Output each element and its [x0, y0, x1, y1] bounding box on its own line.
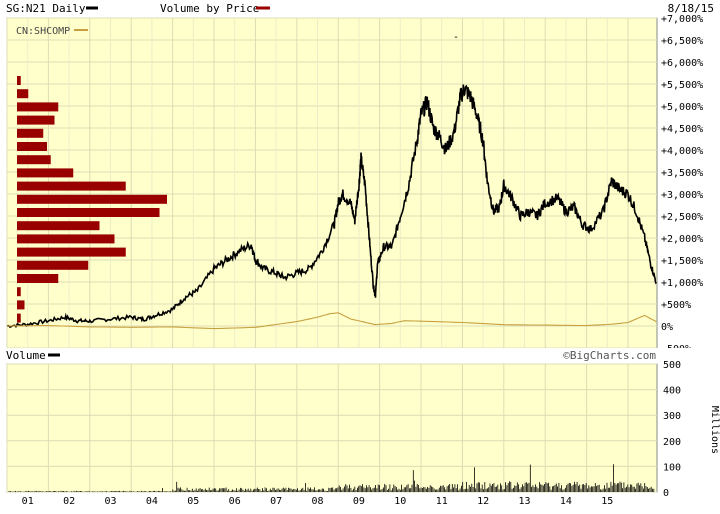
vbp-bar — [17, 142, 47, 151]
price-y-tick-label: +500% — [661, 300, 691, 311]
x-tick-label: 06 — [229, 496, 241, 507]
price-series-line — [6, 84, 657, 329]
x-axis-ticks: 01 02 03 04 05 06 07 08 09 10 11 12 13 14 15 — [22, 496, 614, 507]
vbp-bar — [17, 76, 21, 85]
x-tick-label: 05 — [187, 496, 199, 507]
price-y-tick-label: +6,500% — [661, 36, 703, 47]
volume-bars — [8, 464, 655, 492]
price-y-tick-label: +5,500% — [661, 80, 703, 91]
vbp-bar — [17, 89, 29, 99]
price-y-ticks: +7,000% +6,500% +6,000% +5,500% +5,000% +4,50… — [661, 14, 703, 355]
volume-label: Volume — [6, 349, 46, 362]
price-y-tick-label: +1,000% — [661, 278, 703, 289]
volume-grid — [6, 363, 657, 493]
volume-header — [0, 348, 720, 364]
x-tick-label: 12 — [477, 496, 489, 507]
price-y-tick-label: +2,000% — [661, 234, 703, 245]
price-y-tick-label: +5,000% — [661, 102, 703, 113]
header-bar — [0, 0, 720, 16]
volume-y-tick-label: 0 — [663, 488, 669, 499]
volume-by-price-bars — [17, 76, 167, 323]
comparison-legend-label: CN:SHCOMP — [16, 26, 70, 37]
vbp-bar — [17, 300, 25, 310]
vbp-bar — [17, 181, 126, 191]
vbp-bar — [17, 128, 44, 138]
price-y-tick-label: +2,500% — [661, 212, 703, 223]
vbp-bar — [17, 234, 115, 244]
price-y-tick-label: +3,000% — [661, 190, 703, 201]
price-lines — [6, 84, 657, 330]
vbp-bar — [17, 274, 59, 283]
x-tick-label: 04 — [146, 496, 158, 507]
volume-ylabel: Millions — [709, 406, 720, 454]
price-y-tick-label: +6,000% — [661, 58, 703, 69]
symbol-label: SG:N21 Daily — [6, 2, 86, 15]
volume-y-tick-label: 200 — [663, 437, 681, 448]
volume-y-tick-label: 100 — [663, 462, 681, 473]
price-y-tick-label: 0% — [661, 322, 673, 333]
volume-y-tick-label: 300 — [663, 411, 681, 422]
vbp-bar — [17, 194, 167, 204]
vbp-bar — [17, 155, 51, 165]
x-tick-label: 10 — [394, 496, 406, 507]
vbp-label: Volume by Price — [160, 2, 259, 15]
vbp-bar — [17, 168, 74, 178]
comparison-series-line — [6, 312, 657, 330]
x-tick-label: 01 — [22, 496, 34, 507]
x-tick-label: 15 — [601, 496, 613, 507]
date-label: 8/18/15 — [668, 2, 714, 15]
price-y-tick-label: +4,000% — [661, 146, 703, 157]
x-tick-label: 02 — [63, 496, 75, 507]
price-grid — [6, 17, 657, 349]
price-y-tick-label: +7,000% — [661, 14, 703, 25]
vbp-bar — [17, 287, 21, 297]
x-tick-label: 03 — [104, 496, 116, 507]
volume-panel — [6, 363, 658, 493]
vbp-bar — [17, 260, 89, 270]
x-tick-label: 11 — [436, 496, 448, 507]
x-tick-label: 13 — [518, 496, 530, 507]
price-y-tick-label: +1,500% — [661, 256, 703, 267]
x-tick-label: 09 — [353, 496, 365, 507]
volume-y-ticks: 500 400 300 200 100 0 — [663, 360, 681, 499]
vbp-bar — [17, 247, 126, 257]
volume-y-tick-label: 500 — [663, 360, 681, 371]
price-y-tick-label: +3,500% — [661, 168, 703, 179]
vbp-bar — [17, 221, 100, 231]
volume-y-tick-label: 400 — [663, 386, 681, 397]
vbp-bar — [17, 102, 59, 112]
vbp-bar — [17, 313, 21, 323]
price-y-tick-label: +4,500% — [661, 124, 703, 135]
watermark: ©BigCharts.com — [563, 349, 656, 362]
x-tick-label: 14 — [560, 496, 572, 507]
vbp-bar — [17, 208, 160, 217]
x-tick-label: 07 — [270, 496, 282, 507]
vbp-bar — [17, 115, 55, 125]
marker-dash: - — [453, 32, 459, 43]
x-tick-label: 08 — [311, 496, 323, 507]
